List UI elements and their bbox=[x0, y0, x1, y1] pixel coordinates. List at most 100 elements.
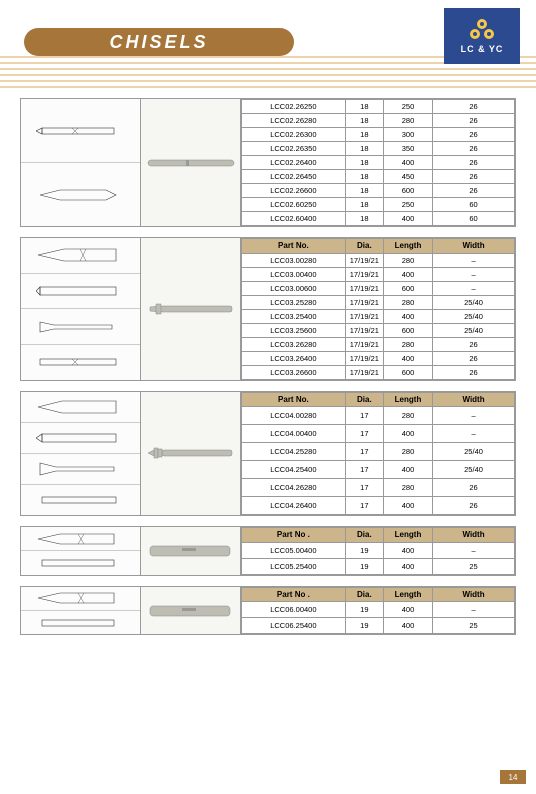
cell-part: LCC03.26600 bbox=[242, 365, 346, 379]
table-row: LCC06.254001940025 bbox=[242, 618, 515, 634]
cell-wid: 26 bbox=[433, 114, 515, 128]
cell-wid: – bbox=[433, 602, 515, 618]
cell-dia: 18 bbox=[345, 198, 383, 212]
cell-part: LCC03.26400 bbox=[242, 351, 346, 365]
cell-len: 280 bbox=[383, 253, 432, 267]
table-5: Part No . Dia. Length Width LCC06.004001… bbox=[241, 587, 515, 635]
cell-part: LCC03.00400 bbox=[242, 267, 346, 281]
panel-3: Part No. Dia. Length Width LCC04.0028017… bbox=[20, 391, 516, 517]
cell-part: LCC02.26600 bbox=[242, 184, 346, 198]
cell-dia: 17/19/21 bbox=[345, 267, 383, 281]
cell-dia: 17/19/21 bbox=[345, 253, 383, 267]
cell-wid: 25/40 bbox=[433, 443, 515, 461]
table-row: LCC02.262801828026 bbox=[242, 114, 515, 128]
th-length: Length bbox=[383, 587, 432, 602]
cell-wid: 26 bbox=[433, 479, 515, 497]
brand-logo-box: LC & YC bbox=[444, 8, 520, 64]
cell-dia: 18 bbox=[345, 170, 383, 184]
table-row: LCC02.264001840026 bbox=[242, 156, 515, 170]
panel-1-photo bbox=[141, 99, 241, 226]
brand-text: LC & YC bbox=[461, 44, 504, 54]
cell-wid: 26 bbox=[433, 337, 515, 351]
cell-part: LCC04.26400 bbox=[242, 497, 346, 515]
panel-3-drawings bbox=[21, 392, 141, 516]
cell-part: LCC02.60400 bbox=[242, 212, 346, 226]
cell-part: LCC03.00600 bbox=[242, 281, 346, 295]
panel-1-drawings bbox=[21, 99, 141, 226]
cell-part: LCC05.00400 bbox=[242, 542, 346, 558]
panel-2-photo bbox=[141, 238, 241, 380]
table-2: Part No. Dia. Length Width LCC03.0028017… bbox=[241, 238, 515, 380]
cell-wid: 25/40 bbox=[433, 309, 515, 323]
cell-dia: 17 bbox=[345, 443, 383, 461]
cell-wid: 26 bbox=[433, 170, 515, 184]
th-part: Part No. bbox=[242, 392, 346, 407]
cell-dia: 17 bbox=[345, 461, 383, 479]
cell-len: 400 bbox=[383, 425, 432, 443]
cell-len: 600 bbox=[383, 365, 432, 379]
table-row: LCC02.602501825060 bbox=[242, 198, 515, 212]
table-1: LCC02.262501825026LCC02.262801828026LCC0… bbox=[241, 99, 515, 226]
cell-part: LCC04.25400 bbox=[242, 461, 346, 479]
table-row: LCC02.604001840060 bbox=[242, 212, 515, 226]
cell-part: LCC06.00400 bbox=[242, 602, 346, 618]
cell-part: LCC04.00400 bbox=[242, 425, 346, 443]
cell-dia: 19 bbox=[345, 618, 383, 634]
table-row: LCC04.0028017280– bbox=[242, 407, 515, 425]
th-length: Length bbox=[383, 239, 432, 254]
brand-logo-icon bbox=[467, 18, 497, 42]
table-row: LCC02.263001830026 bbox=[242, 128, 515, 142]
table-row: LCC05.254001940025 bbox=[242, 558, 515, 574]
table-3: Part No. Dia. Length Width LCC04.0028017… bbox=[241, 392, 515, 516]
table-row: LCC03.0040017/19/21400– bbox=[242, 267, 515, 281]
cell-len: 600 bbox=[383, 281, 432, 295]
cell-dia: 18 bbox=[345, 100, 383, 114]
th-width: Width bbox=[433, 239, 515, 254]
table-row: LCC02.262501825026 bbox=[242, 100, 515, 114]
cell-len: 280 bbox=[383, 407, 432, 425]
cell-wid: 25 bbox=[433, 618, 515, 634]
cell-part: LCC03.25400 bbox=[242, 309, 346, 323]
cell-wid: – bbox=[433, 281, 515, 295]
panel-2-drawings bbox=[21, 238, 141, 380]
table-row: LCC03.0028017/19/21280– bbox=[242, 253, 515, 267]
cell-part: LCC03.26280 bbox=[242, 337, 346, 351]
cell-dia: 17/19/21 bbox=[345, 309, 383, 323]
cell-wid: – bbox=[433, 407, 515, 425]
cell-len: 250 bbox=[383, 100, 432, 114]
panel-5-drawings bbox=[21, 587, 141, 635]
cell-dia: 19 bbox=[345, 602, 383, 618]
cell-dia: 18 bbox=[345, 184, 383, 198]
cell-wid: 26 bbox=[433, 142, 515, 156]
cell-wid: 25/40 bbox=[433, 461, 515, 479]
cell-len: 400 bbox=[383, 461, 432, 479]
cell-dia: 19 bbox=[345, 542, 383, 558]
cell-dia: 17 bbox=[345, 497, 383, 515]
cell-wid: 26 bbox=[433, 128, 515, 142]
cell-len: 280 bbox=[383, 114, 432, 128]
th-length: Length bbox=[383, 528, 432, 543]
page-title: CHISELS bbox=[109, 32, 208, 53]
cell-part: LCC06.25400 bbox=[242, 618, 346, 634]
cell-part: LCC02.26280 bbox=[242, 114, 346, 128]
cell-wid: 60 bbox=[433, 212, 515, 226]
panel-5: Part No . Dia. Length Width LCC06.004001… bbox=[20, 586, 516, 636]
cell-len: 400 bbox=[383, 542, 432, 558]
table-4: Part No . Dia. Length Width LCC05.004001… bbox=[241, 527, 515, 575]
cell-wid: – bbox=[433, 425, 515, 443]
cell-wid: 26 bbox=[433, 184, 515, 198]
cell-wid: 25/40 bbox=[433, 323, 515, 337]
cell-len: 280 bbox=[383, 443, 432, 461]
cell-len: 600 bbox=[383, 323, 432, 337]
cell-part: LCC03.00280 bbox=[242, 253, 346, 267]
table-row: LCC04.262801728026 bbox=[242, 479, 515, 497]
cell-len: 400 bbox=[383, 156, 432, 170]
cell-len: 400 bbox=[383, 351, 432, 365]
cell-len: 400 bbox=[383, 309, 432, 323]
cell-dia: 18 bbox=[345, 212, 383, 226]
th-width: Width bbox=[433, 528, 515, 543]
th-dia: Dia. bbox=[345, 392, 383, 407]
cell-len: 400 bbox=[383, 212, 432, 226]
th-dia: Dia. bbox=[345, 239, 383, 254]
cell-wid: – bbox=[433, 542, 515, 558]
